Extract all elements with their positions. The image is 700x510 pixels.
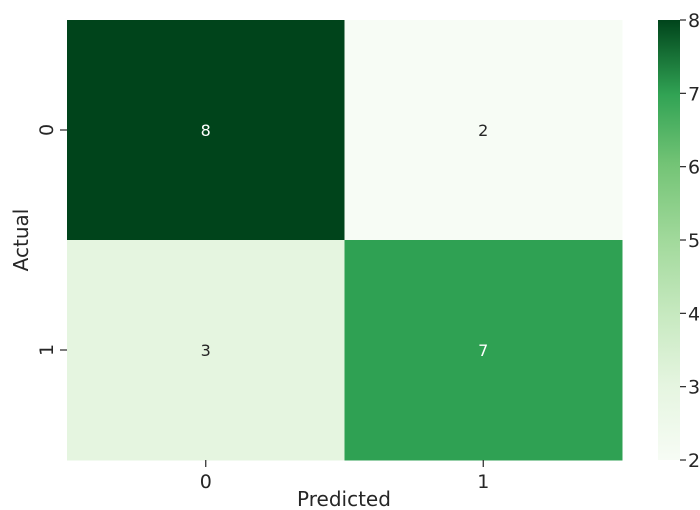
heatmap-cell — [67, 20, 345, 241]
cell-value-label: 7 — [478, 341, 488, 360]
colorbar-tick-label: 3 — [688, 377, 700, 399]
colorbar — [658, 20, 680, 460]
colorbar-ticks: 2 3 4 5 6 7 8 — [680, 10, 700, 472]
colorbar-tick-label: 8 — [688, 10, 700, 32]
y-tick-label: 0 — [36, 124, 58, 136]
x-tick-label: 1 — [477, 471, 489, 493]
heatmap-cell — [344, 240, 623, 461]
x-axis-label: Predicted — [297, 487, 391, 510]
colorbar-tick-label: 7 — [688, 83, 700, 105]
cell-value-label: 8 — [201, 121, 211, 140]
y-tick-label: 1 — [36, 344, 58, 356]
heatmap-cell — [67, 240, 345, 461]
cell-value-label: 2 — [478, 121, 488, 140]
colorbar-tick-label: 6 — [688, 157, 700, 179]
colorbar-tick-label: 2 — [688, 450, 700, 472]
x-tick-label: 0 — [200, 471, 212, 493]
axis-ticks: 0 1 0 1 — [36, 124, 489, 493]
colorbar-tick-label: 4 — [688, 303, 700, 325]
colorbar-tick-label: 5 — [688, 230, 700, 252]
y-axis-label: Actual — [9, 209, 33, 272]
heatmap-cells — [67, 20, 623, 461]
cell-value-label: 3 — [201, 341, 211, 360]
cell-annotations: 8 2 3 7 — [201, 121, 489, 360]
heatmap-cell — [344, 20, 623, 241]
